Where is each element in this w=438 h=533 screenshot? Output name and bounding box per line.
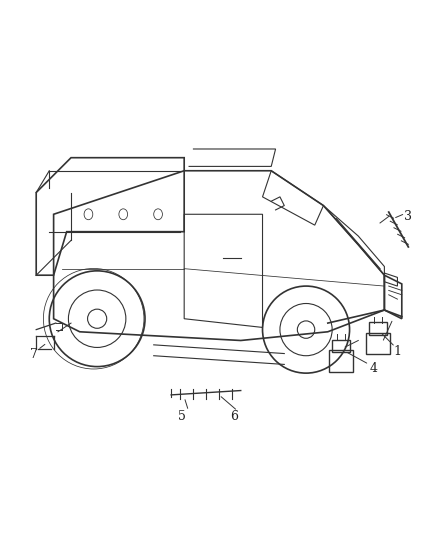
Text: 5: 5	[178, 410, 186, 423]
Text: 4: 4	[370, 362, 378, 375]
Text: 6: 6	[230, 410, 238, 423]
Text: 7: 7	[30, 348, 38, 361]
Text: 3: 3	[404, 210, 412, 223]
Text: 1: 1	[393, 345, 402, 358]
